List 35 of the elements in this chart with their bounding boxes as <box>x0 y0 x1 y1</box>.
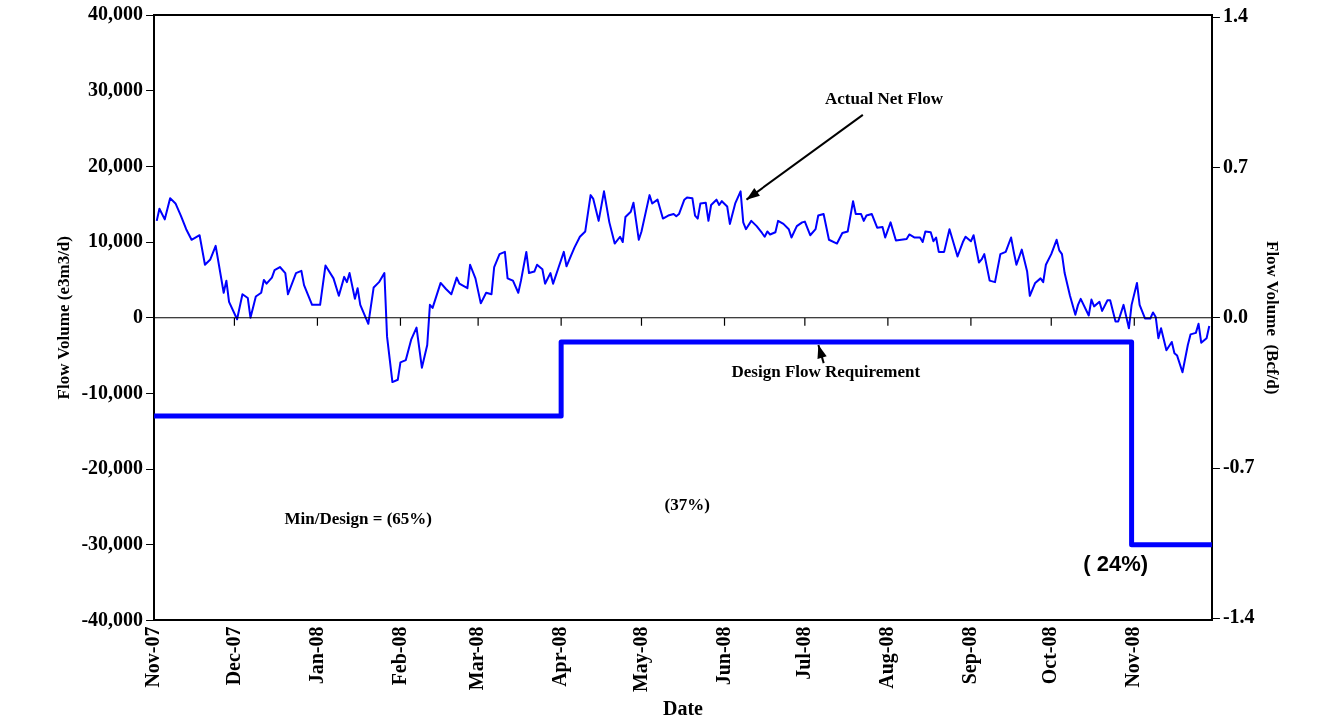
y-tick-label: -20,000 <box>81 456 144 479</box>
x-tick-label: Apr-08 <box>548 626 572 687</box>
y-tick-label: 40,000 <box>88 2 144 25</box>
y2-tick-label: 0.7 <box>1222 154 1248 177</box>
x-tick-label: Feb-08 <box>387 626 410 686</box>
annotation: Min/Design = (65%) <box>284 509 433 529</box>
x-tick-label: Oct-08 <box>1038 626 1061 685</box>
x-tick-label: Nov-07 <box>141 626 164 688</box>
x-tick-label: Mar-08 <box>465 626 488 691</box>
y-tick-label: -30,000 <box>81 531 144 554</box>
y-tick-label: 20,000 <box>88 153 144 176</box>
x-axis-title: Date <box>663 697 704 720</box>
y-tick-label: 10,000 <box>88 229 144 252</box>
annotation: ( 24%) <box>1083 551 1149 577</box>
x-tick-label: Nov-08 <box>1121 626 1144 688</box>
y-tick-label: -40,000 <box>81 607 144 630</box>
x-tick-label: Jan-08 <box>304 626 327 685</box>
x-tick-label: May-08 <box>628 626 652 693</box>
y-tick-label: 0 <box>133 304 144 327</box>
text: Actual Net Flow <box>824 89 944 109</box>
y2-tick-label: -0.7 <box>1222 455 1255 478</box>
y2-axis-title: Flow Volume (Bcf/d) <box>1263 240 1283 395</box>
x-tick-label: Jul-08 <box>792 626 815 680</box>
y2-tick-label: 1.4 <box>1222 4 1248 27</box>
y-tick-label: 30,000 <box>88 77 144 100</box>
annotation: (37%) <box>664 494 710 514</box>
x-tick-label: Jun-08 <box>711 626 734 686</box>
y-axis-title: Flow Volume (e3m3/d) <box>53 236 73 400</box>
x-tick-label: Aug-08 <box>875 626 899 689</box>
y2-tick-label: -1.4 <box>1222 605 1255 628</box>
x-tick-label: Sep-08 <box>958 626 982 685</box>
x-tick-label: Dec-07 <box>221 626 244 686</box>
series-label: Design Flow Requirement <box>731 361 921 381</box>
y-tick-label: -10,000 <box>81 380 144 403</box>
y2-tick-label: 0.0 <box>1222 304 1248 327</box>
